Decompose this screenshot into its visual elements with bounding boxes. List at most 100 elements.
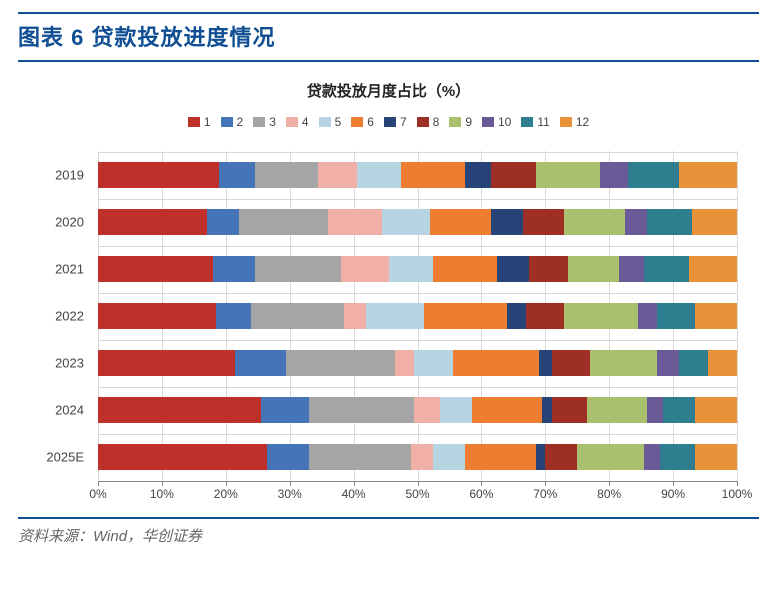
bar-segment — [411, 444, 433, 470]
legend-swatch — [482, 117, 494, 127]
bar-segment — [318, 162, 356, 188]
bar-segment — [251, 303, 344, 329]
x-tick-label: 70% — [533, 487, 557, 501]
legend-item: 11 — [521, 115, 549, 129]
bar-segment — [545, 444, 577, 470]
legend-item: 2 — [221, 115, 244, 129]
y-tick-label: 2025E — [46, 450, 84, 465]
y-tick-label: 2021 — [55, 262, 84, 277]
bar-segment — [235, 350, 286, 376]
bar-segment — [568, 256, 619, 282]
legend-item: 10 — [482, 115, 511, 129]
legend: 123456789101112 — [18, 115, 759, 129]
legend-swatch — [521, 117, 533, 127]
bar-segment — [395, 350, 414, 376]
bar-segment — [695, 444, 737, 470]
bar-segment — [587, 397, 648, 423]
x-tick-mark — [545, 481, 546, 486]
bar-segment — [344, 303, 366, 329]
plot-area: 2019202020212022202320242025E 0%10%20%30… — [98, 151, 737, 511]
bar-segment — [472, 397, 542, 423]
bar-segment — [414, 350, 452, 376]
bar-segment — [692, 209, 737, 235]
x-tick-label: 0% — [89, 487, 106, 501]
bar-segment — [401, 162, 465, 188]
bar-segment — [98, 209, 207, 235]
bar-segment — [286, 350, 395, 376]
bar-segment — [213, 256, 255, 282]
bars-container: 2019202020212022202320242025E — [98, 151, 737, 481]
bar-segment — [98, 303, 216, 329]
bar-segment — [695, 397, 737, 423]
bar-segment — [647, 209, 692, 235]
legend-item: 1 — [188, 115, 211, 129]
x-tick-mark — [737, 481, 738, 486]
bar-segment — [542, 397, 552, 423]
bar-segment — [207, 209, 239, 235]
bar-segment — [309, 397, 414, 423]
bar-segment — [529, 256, 567, 282]
legend-item: 6 — [351, 115, 374, 129]
legend-label: 3 — [269, 115, 276, 129]
bar-segment — [433, 444, 465, 470]
bar-segment — [98, 397, 261, 423]
x-tick-label: 50% — [405, 487, 429, 501]
bar-segment — [577, 444, 644, 470]
bar-segment — [341, 256, 389, 282]
y-tick-label: 2023 — [55, 356, 84, 371]
x-tick-mark — [673, 481, 674, 486]
y-tick-label: 2022 — [55, 309, 84, 324]
x-tick-mark — [290, 481, 291, 486]
bar-segment — [536, 444, 546, 470]
bar-segment — [644, 444, 660, 470]
bar-segment — [497, 256, 529, 282]
bar-row — [98, 444, 737, 470]
x-tick-label: 90% — [661, 487, 685, 501]
bar-row — [98, 350, 737, 376]
bar-segment — [647, 397, 663, 423]
legend-swatch — [384, 117, 396, 127]
bar-segment — [552, 397, 587, 423]
bar-segment — [679, 350, 708, 376]
bar-segment — [657, 303, 695, 329]
bar-segment — [708, 350, 737, 376]
bar-segment — [465, 444, 535, 470]
bar-row — [98, 162, 737, 188]
figure-frame: 图表 6 贷款投放进度情况 贷款投放月度占比（%） 12345678910111… — [0, 0, 777, 613]
bar-segment — [638, 303, 657, 329]
bar-segment — [679, 162, 737, 188]
x-tick-mark — [418, 481, 419, 486]
bar-segment — [433, 256, 497, 282]
legend-label: 5 — [335, 115, 342, 129]
bar-segment — [389, 256, 434, 282]
x-tick-mark — [98, 481, 99, 486]
bar-segment — [523, 209, 565, 235]
legend-swatch — [417, 117, 429, 127]
bar-segment — [414, 397, 440, 423]
bar-segment — [366, 303, 424, 329]
legend-swatch — [286, 117, 298, 127]
bar-segment — [98, 162, 219, 188]
legend-item: 4 — [286, 115, 309, 129]
y-tick-label: 2019 — [55, 168, 84, 183]
x-tick-label: 10% — [150, 487, 174, 501]
y-tick-label: 2024 — [55, 403, 84, 418]
bar-segment — [440, 397, 472, 423]
x-tick-mark — [609, 481, 610, 486]
legend-swatch — [221, 117, 233, 127]
chart-title: 贷款投放月度占比（%） — [18, 80, 759, 101]
bar-segment — [216, 303, 251, 329]
x-tick-mark — [481, 481, 482, 486]
bar-segment — [660, 444, 695, 470]
bar-segment — [453, 350, 539, 376]
bar-segment — [600, 162, 629, 188]
bar-segment — [465, 162, 491, 188]
x-tick-label: 20% — [214, 487, 238, 501]
legend-item: 9 — [449, 115, 472, 129]
legend-label: 1 — [204, 115, 211, 129]
legend-swatch — [253, 117, 265, 127]
legend-label: 2 — [237, 115, 244, 129]
bar-segment — [424, 303, 507, 329]
bar-segment — [625, 209, 647, 235]
x-tick-mark — [354, 481, 355, 486]
